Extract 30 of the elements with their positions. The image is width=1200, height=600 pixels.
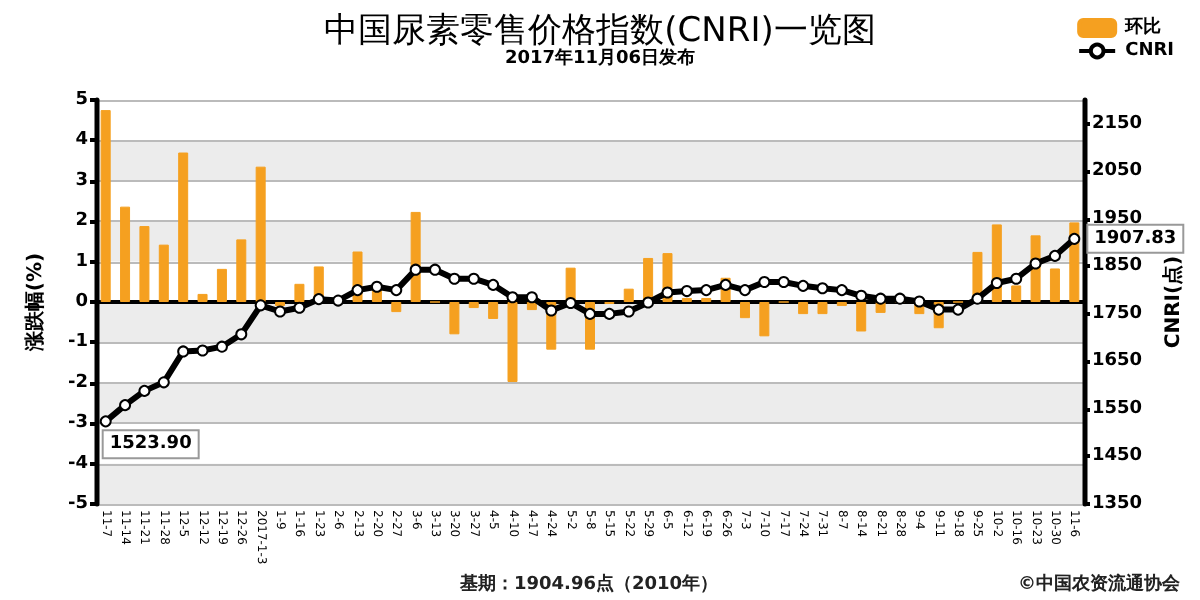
y-tick-label: 4 [75, 130, 88, 151]
legend-label: CNRI [1125, 41, 1175, 61]
y-tick-label: 3 [75, 170, 88, 191]
y-tick-label: 0 [75, 292, 88, 312]
y-axis-title: 涨跌幅(%) [23, 252, 48, 354]
y2-tick-label: 1350 [1092, 494, 1143, 514]
y2-tick-label: 2150 [1092, 113, 1143, 134]
y-tick-label: 5 [75, 90, 88, 110]
text: 基期：1904.96点（2010年） [458, 573, 719, 595]
chart-subtitle: 2017年11月06日发布 [504, 47, 696, 69]
data-label: 1907.83 [1094, 228, 1177, 249]
legend-label: 环比 [1123, 16, 1162, 38]
y2-tick-label: 1950 [1092, 208, 1143, 229]
y2-tick-label: 1850 [1092, 256, 1143, 277]
y2-axis-title: CNRI(点) [1160, 255, 1185, 349]
y2-tick-label: 1450 [1092, 446, 1143, 467]
y-tick-label: -2 [68, 372, 88, 393]
y-tick-label: 1 [75, 251, 88, 272]
y2-tick-label: 1550 [1092, 398, 1143, 419]
y-tick-label: -1 [68, 332, 88, 353]
data-label: 1523.90 [109, 434, 192, 455]
y2-tick-label: 2050 [1092, 161, 1143, 182]
text: ©中国农资流通协会 [1018, 573, 1182, 595]
y2-tick-label: 1650 [1092, 351, 1143, 372]
chart-title: 中国尿素零售价格指数(CNRI)一览图 [324, 11, 876, 51]
y-tick-label: 2 [75, 211, 88, 232]
y-tick-label: -5 [68, 494, 88, 514]
y2-tick-label: 1750 [1092, 303, 1143, 324]
y-tick-label: -4 [68, 453, 88, 474]
y-tick-label: -3 [68, 413, 88, 434]
